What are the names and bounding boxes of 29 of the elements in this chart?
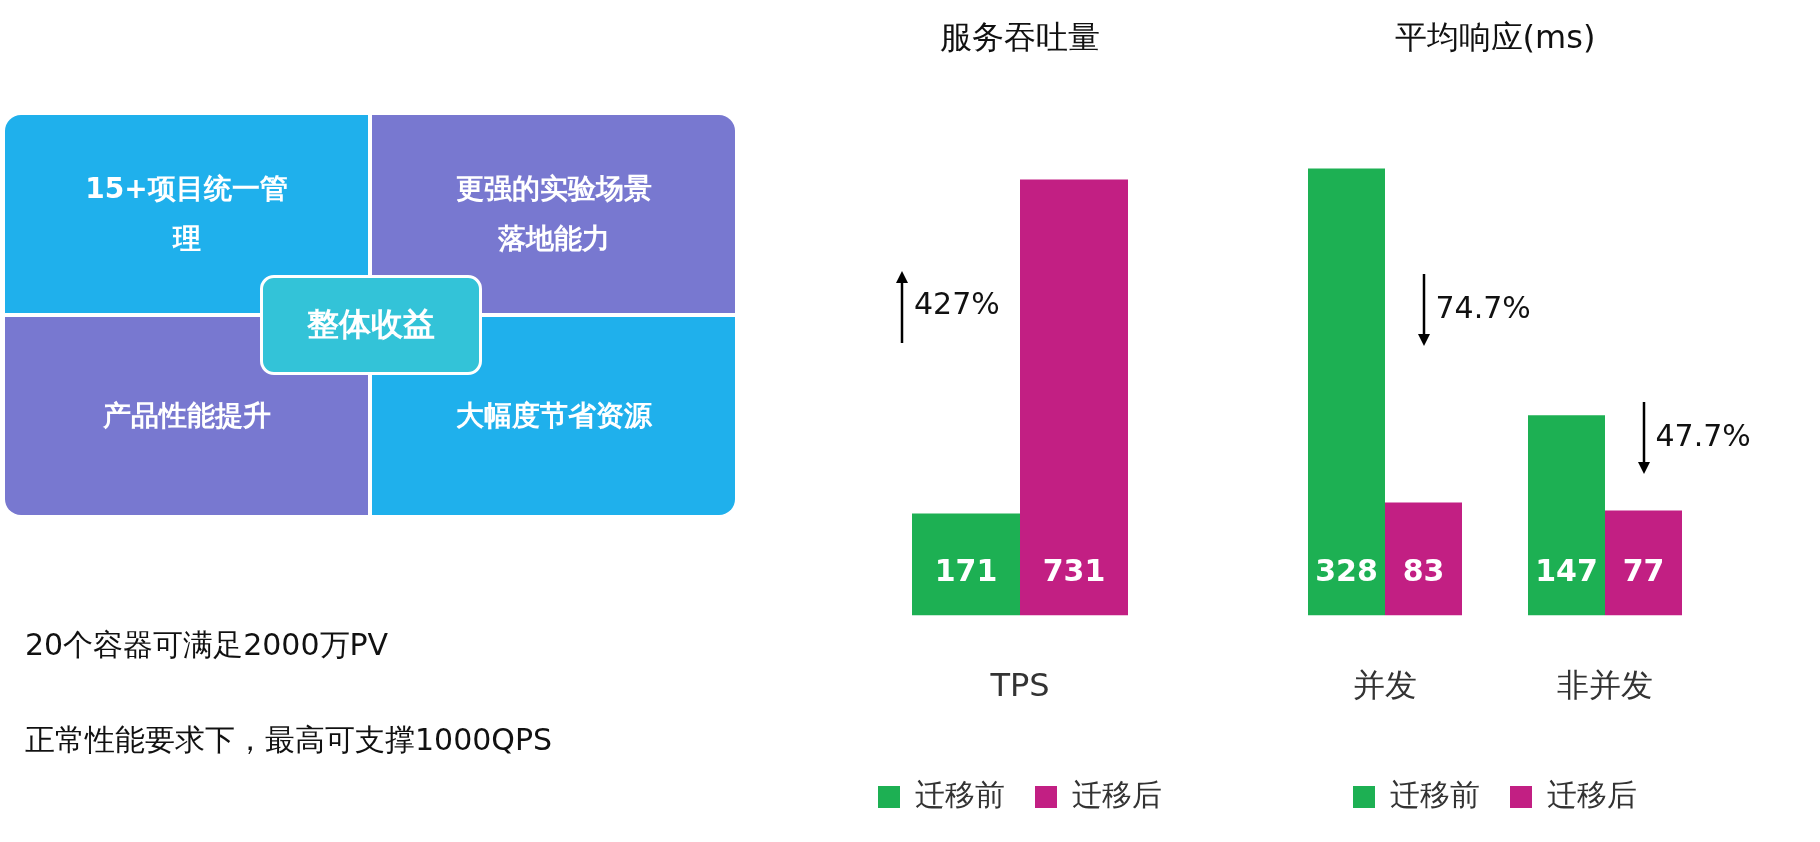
x-tick-label: TPS (989, 666, 1050, 705)
legend-label: 迁移前 (915, 776, 1005, 812)
annotation: 47.7% (1655, 417, 1751, 453)
text: 15+项目统一管理 (85, 171, 288, 255)
bar (1385, 502, 1462, 616)
annotation: 74.7% (1435, 290, 1531, 326)
bar (1605, 510, 1682, 616)
chart-title: 平均响应(ms) (1394, 17, 1596, 56)
x-tick-label: 并发 (1353, 666, 1417, 705)
data-label: 171 (934, 553, 998, 589)
chart-title: 服务吞吐量 (940, 17, 1100, 56)
text: 更强的实验场景落地能力 (455, 171, 652, 255)
legend-label: 迁移后 (1072, 776, 1162, 812)
text: 20个容器可满足2000万PV (25, 626, 389, 664)
x-tick-label: 非并发 (1557, 666, 1653, 705)
data-label: 147 (1535, 553, 1598, 589)
legend-label: 迁移后 (1547, 776, 1637, 812)
text: 整体收益 (260, 275, 482, 375)
text: 正常性能要求下，最高可支撑1000QPS (25, 721, 553, 759)
data-label: 83 (1402, 553, 1445, 589)
data-label: 328 (1315, 553, 1378, 589)
legend-label: 迁移前 (1390, 776, 1480, 812)
data-label: 77 (1622, 553, 1665, 589)
annotation: 427% (914, 286, 1000, 322)
text: 产品性能提升 (102, 398, 271, 432)
text: 大幅度节省资源 (455, 398, 652, 432)
bar (1308, 168, 1385, 616)
data-label: 731 (1042, 553, 1106, 589)
bar (1528, 415, 1605, 616)
